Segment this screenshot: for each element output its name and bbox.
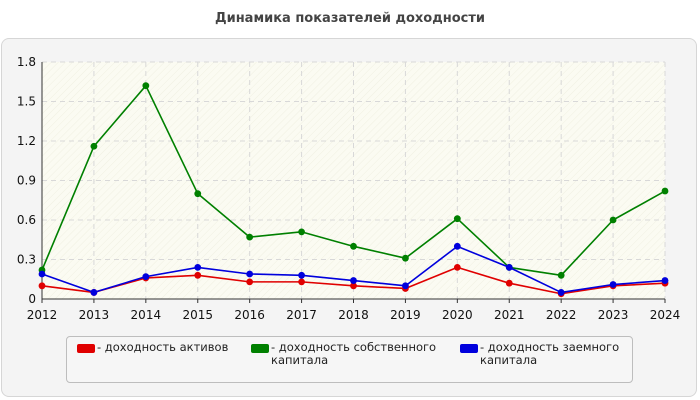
x-tick-label: 2012 — [27, 308, 58, 322]
series-point-1 — [298, 228, 305, 236]
series-point-2 — [298, 271, 305, 279]
legend-swatch — [460, 344, 478, 353]
legend: - доходность активов - доходность собстве… — [66, 336, 633, 383]
series-point-1 — [246, 233, 254, 241]
x-tick-label: 2021 — [494, 308, 525, 322]
series-point-2 — [453, 242, 461, 250]
series-point-2 — [661, 277, 669, 284]
y-tick-label: 0.9 — [17, 174, 36, 188]
x-tick-label: 2018 — [338, 308, 369, 322]
series-point-1 — [661, 187, 669, 195]
series-point-0 — [246, 278, 254, 286]
series-point-2 — [90, 289, 98, 296]
legend-swatch — [77, 344, 95, 353]
legend-item-2: - доходность заемного капитала — [460, 341, 625, 367]
x-tick-label: 2016 — [234, 308, 265, 322]
x-tick-label: 2024 — [650, 308, 681, 322]
series-point-2 — [38, 270, 46, 278]
x-tick-label: 2013 — [79, 308, 110, 322]
series-point-2 — [557, 289, 565, 296]
x-tick-label: 2017 — [286, 308, 317, 322]
axes — [41, 62, 666, 303]
legend-label: - доходность собственного капитала — [271, 340, 437, 367]
series-point-1 — [350, 242, 357, 250]
chart-title: Динамика показателей доходности — [215, 11, 485, 26]
series-point-2 — [402, 282, 409, 290]
series-point-2 — [194, 264, 202, 271]
series-point-0 — [38, 282, 46, 290]
series-point-1 — [194, 190, 202, 198]
y-tick-label: 1.8 — [17, 55, 36, 69]
y-tick-label: 1.5 — [17, 95, 36, 109]
series-point-0 — [350, 282, 357, 290]
series-point-2 — [505, 264, 513, 271]
series-point-1 — [142, 82, 150, 90]
legend-item-0: - доходность активов — [77, 341, 242, 354]
legend-label: - доходность заемного капитала — [480, 340, 620, 367]
tick-labels: 0 0.3 0.6 0.9 1.2 1.5 1.8 2012 2013 2014 2015 2016 2… — [17, 55, 680, 322]
series-point-0 — [194, 271, 202, 279]
series-point-0 — [453, 264, 461, 271]
x-tick-label: 2014 — [131, 308, 162, 322]
series-point-2 — [350, 277, 357, 284]
y-tick-label: 0.3 — [17, 253, 36, 267]
series-point-1 — [90, 142, 98, 150]
y-tick-label: 0 — [28, 292, 36, 306]
legend-label: - доходность активов — [97, 340, 229, 354]
y-tick-label: 1.2 — [17, 134, 36, 148]
series-point-2 — [609, 281, 617, 288]
series-point-1 — [402, 254, 409, 262]
series-point-1 — [557, 271, 565, 279]
series-layer — [38, 82, 669, 298]
x-tick-label: 2019 — [390, 308, 421, 322]
series-point-2 — [142, 273, 150, 281]
y-tick-label: 0.6 — [17, 213, 36, 227]
legend-swatch — [251, 344, 269, 353]
series-point-2 — [246, 270, 254, 278]
series-point-1 — [453, 215, 461, 223]
x-tick-label: 2022 — [546, 308, 577, 322]
series-point-1 — [609, 216, 617, 224]
x-tick-label: 2020 — [442, 308, 473, 322]
series-point-0 — [298, 278, 305, 286]
series-point-0 — [505, 279, 513, 287]
x-tick-label: 2023 — [598, 308, 629, 322]
x-tick-label: 2015 — [182, 308, 213, 322]
legend-item-1: - доходность собственного капитала — [251, 341, 451, 367]
grid-lines — [42, 61, 666, 299]
